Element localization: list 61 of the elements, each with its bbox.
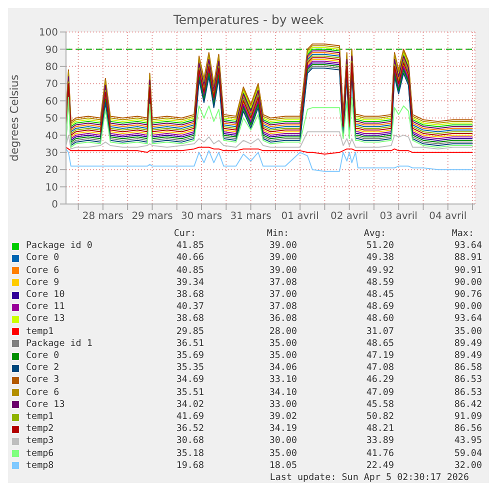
x-tick-label: 04 avril [429,211,467,222]
legend-label: Core 13 [26,398,66,412]
text: 36.51 35.00 48.65 89.49 [176,338,482,349]
y-tick-label: 40 [45,130,58,142]
text: 34.02 33.00 45.58 86.42 [176,398,482,410]
text: 40.37 37.08 48.69 90.00 [176,301,482,312]
text: Cur: Min: Avg: Max: [174,228,474,239]
y-tick-label: 20 [45,165,58,176]
text: 41.69 39.02 50.82 91.09 [176,411,482,422]
legend-label: Core 9 [26,276,60,290]
text: 39.34 37.08 48.59 90.00 [176,276,482,288]
legend-label: Package id 1 [26,338,94,350]
legend-label: Core 0 [26,252,60,265]
legend-label: Core 0 [26,350,60,362]
y-tick-label: 10 [45,182,58,194]
chart-title: Temperatures - by week [172,11,325,27]
legend-label: Core 10 [26,289,66,302]
y-tick-label: 90 [45,44,58,56]
x-tick-label: 31 mars [230,211,272,222]
legend-label: temp1 [26,411,55,424]
legend-label: Core 6 [26,386,60,399]
x-tick-label: 28 mars [82,211,124,222]
y-tick-label: 50 [45,114,58,125]
text: 29.85 28.00 31.07 35.00 [176,326,482,337]
text: Last update: Sun Apr 5 02:30:17 2026 [268,472,470,484]
text: 38.68 37.00 48.45 90.76 [176,289,482,300]
legend-label: temp1 [26,326,55,338]
legend-label: temp3 [26,435,55,448]
x-tick-label: 29 mars [132,211,173,222]
text: 38.68 36.08 48.60 93.64 [176,313,482,324]
text: 36.52 34.19 48.21 86.56 [176,423,482,434]
x-tick-label: 02 avril [330,211,368,222]
legend-label: Core 2 [26,362,60,374]
legend-label: Package id 0 [26,240,94,252]
legend-label: Core 11 [26,301,66,314]
text: 19.68 18.05 22.49 32.00 [176,460,482,471]
legend-label: Core 13 [26,313,66,326]
x-tick-label: 30 mars [180,211,222,222]
text: 35.51 34.10 47.09 86.53 [176,386,482,398]
legend-label: temp6 [26,448,55,460]
y-tick-label: 30 [45,148,58,159]
legend-label: temp2 [26,423,55,436]
y-axis-title: degrees Celsius [8,74,21,162]
y-tick-label: 100 [38,28,58,39]
legend-label: Core 3 [26,374,60,387]
text: 34.69 33.10 46.29 86.53 [176,374,482,386]
y-tick-label: 60 [45,96,58,108]
text: 35.35 34.06 47.08 86.58 [176,362,482,374]
legend-label: Core 6 [26,264,60,277]
x-tick-label: 01 avril [281,211,319,222]
y-tick-label: 70 [45,79,58,90]
y-tick-label: 80 [45,62,58,73]
x-tick-label: 03 avril [380,211,418,222]
y-tick-label: 0 [52,200,58,211]
text: 40.85 39.00 49.92 90.91 [176,264,482,276]
text: 35.18 35.00 41.76 59.04 [176,448,482,459]
text: 41.85 39.00 51.20 93.64 [176,240,482,252]
text: 30.68 30.00 33.89 43.95 [176,435,482,446]
text: 40.66 39.00 49.38 88.91 [176,252,482,264]
text: 35.69 35.00 47.19 89.49 [176,350,482,362]
legend-label: temp8 [26,460,55,472]
